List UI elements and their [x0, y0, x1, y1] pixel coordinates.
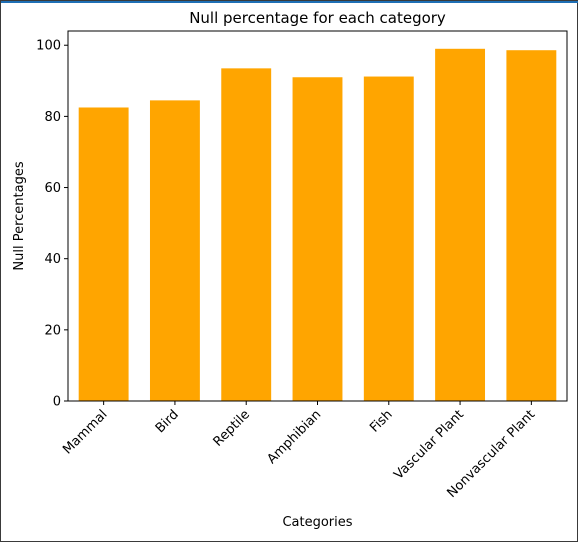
- x-tick-label: Reptile: [211, 407, 253, 449]
- y-tick-label: 100: [36, 39, 61, 54]
- bar-amphibian: [292, 77, 343, 401]
- window-top-edge: [1, 1, 578, 3]
- x-tick-label: Mammal: [60, 407, 110, 457]
- chart-title: Null percentage for each category: [189, 9, 446, 27]
- y-tick-label: 0: [53, 395, 61, 410]
- bar-bird: [149, 100, 200, 401]
- x-axis-label: Categories: [282, 515, 352, 530]
- x-tick-label: Bird: [153, 407, 182, 436]
- x-tick-label: Fish: [367, 407, 395, 435]
- bars-group: [78, 48, 557, 402]
- y-tick-label: 60: [44, 181, 61, 196]
- y-axis-ticks: 0 20 40 60 80 100: [36, 39, 68, 410]
- bar-reptile: [221, 68, 272, 401]
- plot-area-frame: [67, 30, 568, 402]
- bar-fish: [363, 76, 414, 402]
- y-axis-label: Null Percentages: [12, 161, 27, 270]
- x-tick-label: Amphibian: [264, 407, 324, 467]
- bar-mammal: [78, 107, 129, 401]
- x-tick-label: Vascular Plant: [391, 407, 467, 483]
- y-tick-label: 20: [44, 323, 61, 338]
- y-tick-label: 80: [44, 110, 61, 125]
- y-tick-label: 40: [44, 252, 61, 267]
- bar-nonvascular-plant: [506, 50, 557, 401]
- bar-vascular-plant: [435, 48, 486, 402]
